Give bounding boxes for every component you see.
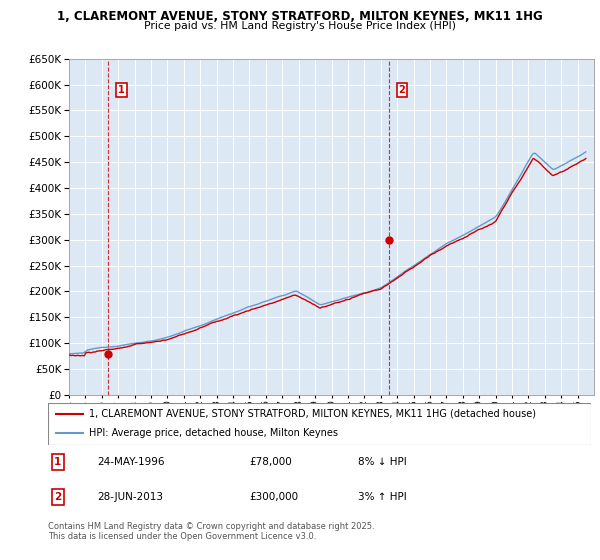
Text: £78,000: £78,000 (249, 457, 292, 467)
Text: 2: 2 (398, 85, 406, 95)
Text: Price paid vs. HM Land Registry's House Price Index (HPI): Price paid vs. HM Land Registry's House … (144, 21, 456, 31)
Text: 28-JUN-2013: 28-JUN-2013 (97, 492, 163, 502)
Text: 3% ↑ HPI: 3% ↑ HPI (358, 492, 406, 502)
Text: 8% ↓ HPI: 8% ↓ HPI (358, 457, 406, 467)
Text: £300,000: £300,000 (249, 492, 298, 502)
Text: 1, CLAREMONT AVENUE, STONY STRATFORD, MILTON KEYNES, MK11 1HG (detached house): 1, CLAREMONT AVENUE, STONY STRATFORD, MI… (89, 409, 536, 419)
Text: 2: 2 (54, 492, 61, 502)
Text: 1: 1 (118, 85, 125, 95)
Text: 24-MAY-1996: 24-MAY-1996 (97, 457, 164, 467)
Text: 1: 1 (54, 457, 61, 467)
Text: HPI: Average price, detached house, Milton Keynes: HPI: Average price, detached house, Milt… (89, 428, 338, 438)
Text: Contains HM Land Registry data © Crown copyright and database right 2025.
This d: Contains HM Land Registry data © Crown c… (48, 522, 374, 542)
Text: 1, CLAREMONT AVENUE, STONY STRATFORD, MILTON KEYNES, MK11 1HG: 1, CLAREMONT AVENUE, STONY STRATFORD, MI… (57, 10, 543, 23)
FancyBboxPatch shape (48, 403, 591, 445)
